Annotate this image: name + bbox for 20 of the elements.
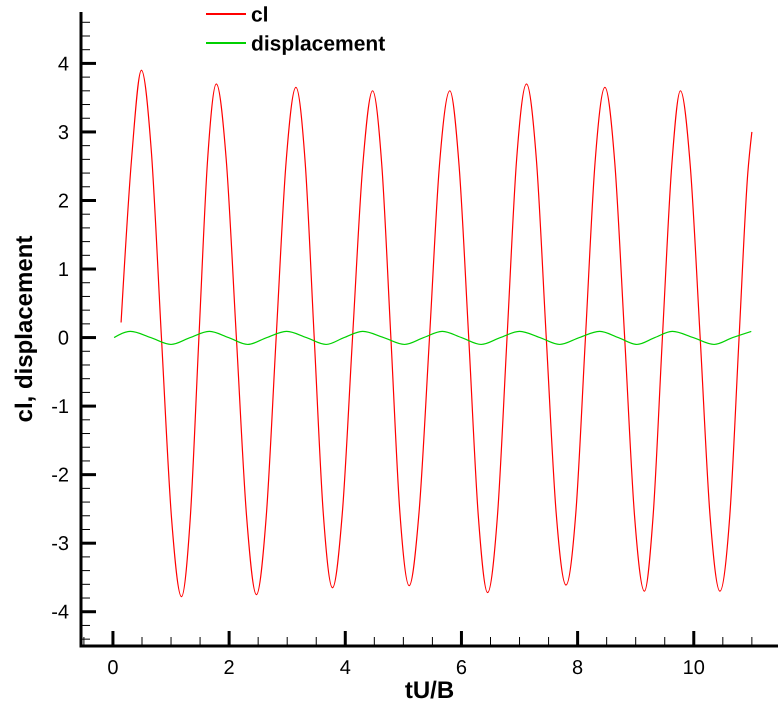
y-tick-label: 2 [58,190,69,212]
x-tick-label: 2 [224,657,235,679]
y-tick-label: -4 [51,602,69,624]
y-tick-label: 0 [58,328,69,350]
x-axis-title: tU/B [404,677,454,704]
x-tick-label: 6 [456,657,468,679]
y-tick-label: -3 [51,533,69,556]
y-tick-label: -2 [51,464,69,487]
y-axis-title: cl, displacement [11,236,38,422]
y-tick-label: 3 [58,122,69,144]
y-tick-label: 4 [58,53,69,76]
legend-label: cl [251,3,269,26]
y-tick-label: 1 [58,259,69,282]
x-tick-label: 4 [340,657,351,679]
x-tick-label: 10 [682,657,705,679]
line-series [120,70,752,598]
x-tick-label: 8 [572,657,584,679]
y-tick-label: -1 [51,396,69,418]
x-tick-label: 0 [107,657,119,679]
legend-label: displacement [251,32,386,56]
